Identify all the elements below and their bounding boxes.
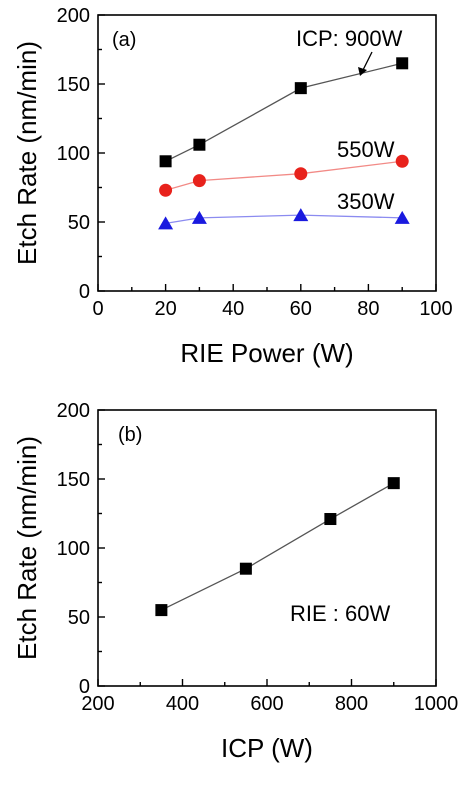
series-lines-a (165, 62, 403, 225)
annotation-arrow-900w (362, 51, 373, 71)
y-tick-label: 200 (57, 400, 90, 422)
y-tick-label: 200 (57, 5, 90, 27)
annotation-rie-60w: RIE : 60W (290, 601, 390, 626)
series-lines-b (161, 482, 395, 611)
x-tick-label: 80 (357, 298, 379, 320)
series-label-550w: 550W (337, 137, 395, 162)
x-tick-label: 1000 (414, 693, 459, 715)
data-point-circle (192, 174, 206, 188)
chart-panel-b: 200 400 600 800 1000 0 50 100 150 200 (b) RIE : 6… (12, 400, 458, 763)
axis-ticks-b: 200 400 600 800 1000 0 50 100 150 200 (57, 400, 459, 715)
y-tick-label: 50 (68, 607, 90, 629)
data-point-triangle (293, 208, 309, 222)
axis-ticks-a: 0 20 40 60 80 100 0 50 100 150 200 (57, 5, 453, 320)
y-axis-title-b: Etch Rate (nm/min) (12, 436, 42, 660)
y-axis-title-a: Etch Rate (nm/min) (12, 41, 42, 265)
y-tick-label: 150 (57, 469, 90, 491)
data-point-circle (294, 167, 308, 181)
plot-frame-b (97, 409, 437, 687)
data-point-square (159, 155, 172, 168)
series-markers-a (158, 57, 410, 230)
series-line-0 (165, 62, 403, 162)
data-point-square (239, 562, 252, 575)
x-tick-label: 40 (222, 298, 244, 320)
x-tick-label: 20 (154, 298, 176, 320)
series-line-2 (165, 214, 403, 225)
data-point-circle (159, 183, 173, 197)
data-point-triangle (191, 210, 207, 224)
data-point-square (155, 604, 168, 617)
x-axis-title-b: ICP (W) (221, 733, 313, 763)
data-point-triangle (394, 210, 410, 224)
x-tick-label: 200 (81, 693, 114, 715)
y-tick-label: 150 (57, 74, 90, 96)
x-tick-label: 600 (250, 693, 283, 715)
y-tick-label: 0 (79, 676, 90, 698)
chart-panel-a: 0 20 40 60 80 100 0 50 100 150 200 (a) ICP: 900W 5… (12, 5, 453, 368)
panel-label-a: (a) (112, 29, 136, 51)
data-point-square (324, 513, 337, 526)
x-axis-title-a: RIE Power (W) (180, 338, 353, 368)
y-tick-label: 50 (68, 212, 90, 234)
x-tick-label: 0 (92, 298, 103, 320)
data-point-circle (395, 154, 409, 168)
data-point-square (193, 138, 206, 151)
x-tick-label: 800 (335, 693, 368, 715)
annotation-arrow-head (358, 67, 367, 76)
x-tick-label: 60 (290, 298, 312, 320)
y-tick-label: 100 (57, 143, 90, 165)
series-markers-b (155, 477, 400, 617)
y-tick-label: 100 (57, 538, 90, 560)
data-point-square (396, 57, 409, 70)
series-label-350w: 350W (337, 189, 395, 214)
x-tick-label: 400 (166, 693, 199, 715)
series-line-1 (165, 160, 403, 191)
x-tick-label: 100 (419, 298, 452, 320)
data-point-triangle (158, 216, 174, 230)
series-line-0 (161, 482, 395, 611)
data-point-square (294, 82, 307, 95)
series-label-icp-900w: ICP: 900W (296, 26, 403, 51)
panel-label-b: (b) (118, 424, 142, 446)
y-tick-label: 0 (79, 281, 90, 303)
data-point-square (387, 477, 400, 490)
